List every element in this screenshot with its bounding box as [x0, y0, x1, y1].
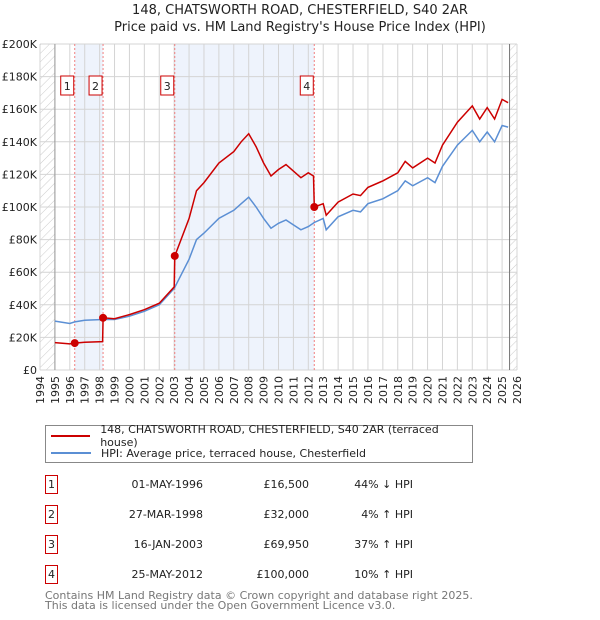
legend: 148, CHATSWORTH ROAD, CHESTERFIELD, S40 … — [45, 423, 473, 463]
sale-3-label: 3 — [164, 80, 171, 93]
y-tick-label: £20K — [9, 331, 38, 344]
sale-price: £32,000 — [263, 508, 310, 521]
sale-4-point — [310, 203, 319, 211]
x-tick-label: 2015 — [347, 376, 360, 404]
y-tick-label: £160K — [2, 103, 38, 116]
x-tick-label: 2007 — [228, 376, 241, 404]
x-tick-label: 2005 — [198, 376, 211, 404]
sale-3-label-box — [160, 75, 175, 96]
sale-hpi-diff: 4% ↑ HPI — [361, 508, 413, 521]
sale-number-box: 4 — [45, 565, 58, 584]
x-tick-label: 2004 — [183, 376, 196, 404]
sale-hpi-diff: 10% ↑ HPI — [354, 568, 413, 581]
x-tick-label: 1994 — [34, 376, 47, 404]
property-price-line — [54, 98, 509, 345]
sale-1-label: 1 — [64, 80, 71, 93]
x-tick-label: 2019 — [407, 376, 420, 404]
chart-subtitle: Price paid vs. HM Land Registry's House … — [114, 20, 486, 35]
sale-hpi-diff: 37% ↑ HPI — [354, 538, 413, 551]
sale-2-label: 2 — [92, 80, 99, 93]
sale-number-box: 3 — [45, 535, 58, 554]
y-tick-label: £40K — [9, 299, 38, 312]
sale-2-label-box — [88, 75, 103, 96]
sale-1-point — [70, 339, 79, 348]
sale-price: £69,950 — [263, 538, 310, 551]
x-tick-label: 2008 — [243, 376, 256, 404]
sale-number-box: 1 — [45, 475, 58, 494]
x-tick-label: 2025 — [496, 376, 509, 404]
x-tick-label: 1998 — [94, 376, 107, 404]
x-tick-label: 2018 — [392, 376, 405, 404]
legend-property-label: 148, CHATSWORTH ROAD, CHESTERFIELD, S40 … — [100, 423, 439, 449]
x-tick-label: 2021 — [436, 376, 449, 404]
x-tick-label: 2001 — [138, 376, 151, 404]
footer-licence: This data is licensed under the Open Gov… — [45, 599, 396, 612]
legend-hpi-label: HPI: Average price, terraced house, Ches… — [101, 446, 367, 460]
x-tick-label: 2010 — [273, 376, 286, 404]
sale-hpi-diff: 44% ↓ HPI — [354, 478, 413, 491]
y-tick-label: £200K — [2, 38, 38, 51]
x-tick-label: 2026 — [511, 376, 524, 404]
x-tick-label: 2024 — [481, 376, 494, 404]
y-tick-label: £120K — [2, 168, 38, 181]
y-tick-label: £140K — [2, 136, 38, 149]
x-tick-label: 2002 — [153, 376, 166, 404]
y-tick-label: £180K — [2, 71, 38, 84]
x-tick-label: 2017 — [377, 376, 390, 404]
legend-property-swatch — [51, 435, 91, 437]
x-tick-label: 1997 — [79, 376, 92, 404]
x-tick-label: 2006 — [213, 376, 226, 404]
x-tick-label: 2012 — [302, 376, 315, 404]
y-tick-label: £100K — [2, 201, 38, 214]
chart-title: 148, CHATSWORTH ROAD, CHESTERFIELD, S40 … — [132, 3, 468, 18]
sale-number-box: 2 — [45, 505, 58, 524]
x-tick-label: 1999 — [109, 376, 122, 404]
sale-1-label-box — [60, 75, 75, 96]
x-tick-label: 2016 — [362, 376, 375, 404]
sale-4-label: 4 — [303, 80, 310, 93]
sale-date: 25-MAY-2012 — [131, 568, 203, 581]
y-tick-label: £60K — [9, 266, 38, 279]
y-tick-label: £80K — [9, 234, 38, 247]
x-tick-label: 2020 — [422, 376, 435, 404]
y-tick-label: £0 — [23, 364, 37, 377]
sale-date: 27-MAR-1998 — [128, 508, 203, 521]
x-tick-label: 2009 — [258, 376, 271, 404]
x-tick-label: 1995 — [49, 376, 62, 404]
sale-date: 01-MAY-1996 — [131, 478, 203, 491]
x-tick-label: 2011 — [287, 376, 300, 404]
x-tick-label: 2003 — [168, 376, 181, 404]
x-tick-label: 2022 — [451, 376, 464, 404]
legend-hpi-swatch — [51, 452, 91, 454]
sale-3-point — [170, 251, 179, 260]
x-tick-label: 2023 — [466, 376, 479, 404]
price-chart: 1994 1995 1996 1997 1998 1999 2000 2001 2002 2003… — [2, 38, 524, 404]
sale-date: 16-JAN-2003 — [133, 538, 203, 551]
x-tick-label: 2013 — [317, 376, 330, 404]
sale-4-label-box — [299, 75, 314, 96]
x-tick-label: 1996 — [64, 376, 77, 404]
sale-price: £16,500 — [263, 478, 310, 491]
sale-2-point — [99, 313, 108, 322]
x-tick-label: 2000 — [123, 376, 136, 404]
hpi-line — [54, 124, 509, 325]
sale-price: £100,000 — [256, 568, 310, 581]
footer-copyright: Contains HM Land Registry data © Crown c… — [45, 589, 473, 602]
x-tick-label: 2014 — [332, 376, 345, 404]
